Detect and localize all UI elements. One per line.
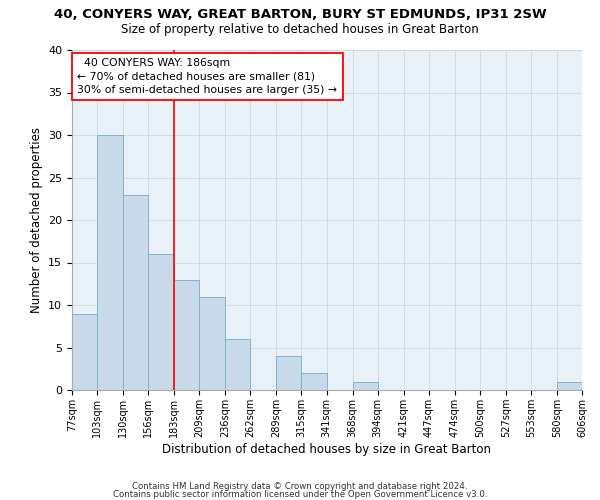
Text: 40, CONYERS WAY, GREAT BARTON, BURY ST EDMUNDS, IP31 2SW: 40, CONYERS WAY, GREAT BARTON, BURY ST E… (53, 8, 547, 20)
Bar (353, 382, 377, 390)
Bar (97, 135, 123, 390)
Bar (199, 296, 225, 390)
Text: Contains HM Land Registry data © Crown copyright and database right 2024.: Contains HM Land Registry data © Crown c… (132, 482, 468, 491)
Text: Contains public sector information licensed under the Open Government Licence v3: Contains public sector information licen… (113, 490, 487, 499)
Bar (225, 339, 250, 390)
Text: Size of property relative to detached houses in Great Barton: Size of property relative to detached ho… (121, 22, 479, 36)
Bar (72, 314, 97, 390)
Bar (174, 280, 199, 390)
Y-axis label: Number of detached properties: Number of detached properties (29, 127, 43, 313)
Bar (123, 194, 148, 390)
X-axis label: Distribution of detached houses by size in Great Barton: Distribution of detached houses by size … (163, 442, 491, 456)
Bar (148, 254, 174, 390)
Bar (301, 373, 326, 390)
Text: 40 CONYERS WAY: 186sqm  
← 70% of detached houses are smaller (81)
30% of semi-d: 40 CONYERS WAY: 186sqm ← 70% of detached… (77, 58, 337, 95)
Bar (277, 356, 301, 390)
Bar (557, 382, 582, 390)
